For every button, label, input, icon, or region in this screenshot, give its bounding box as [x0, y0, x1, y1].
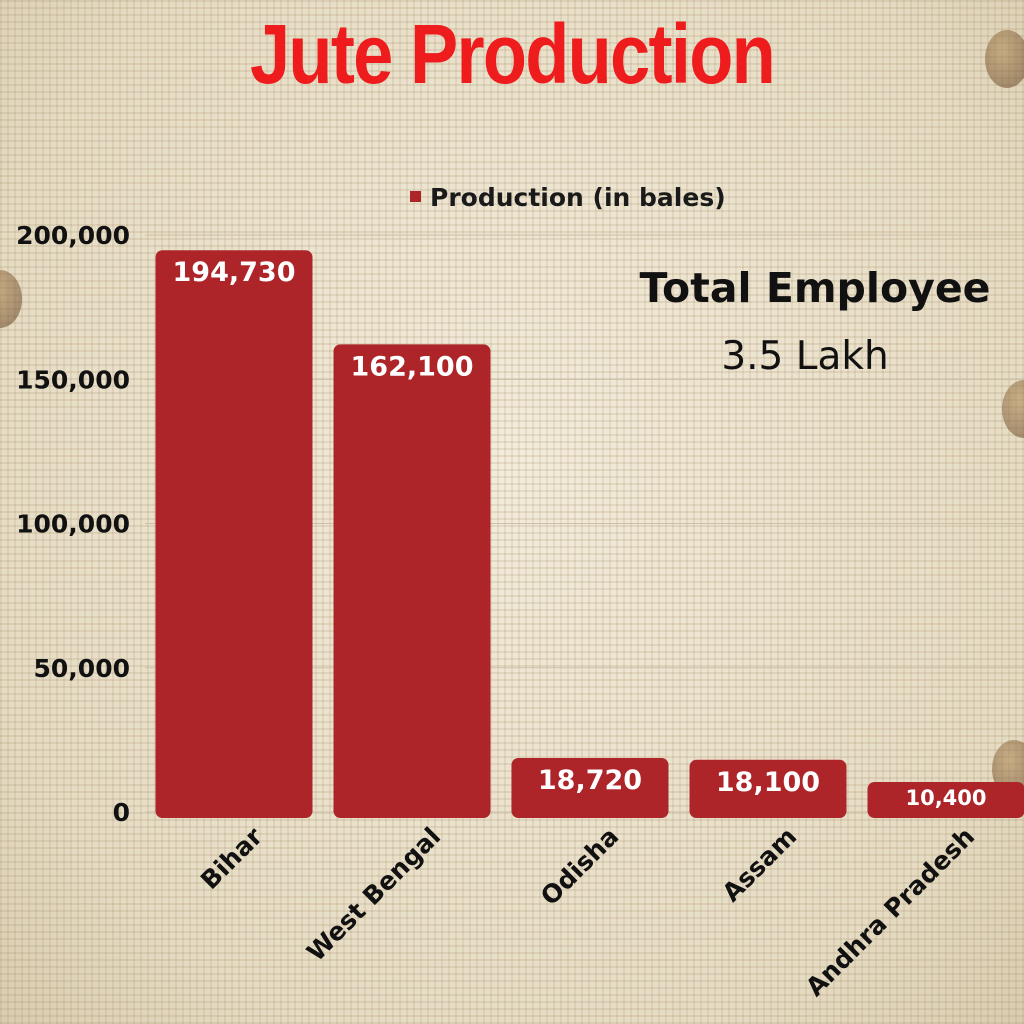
x-tick-label: Assam: [717, 822, 803, 908]
data-label: 162,100: [351, 351, 474, 382]
bars: 194,730 162,100 18,720 18,100 10,400: [155, 250, 1024, 818]
bar: [333, 344, 491, 818]
legend: Production (in bales): [410, 183, 726, 212]
chart-title: Jute Production: [249, 7, 776, 101]
annotation-value: 3.5 Lakh: [721, 334, 889, 379]
annotation-title: Total Employee: [639, 264, 991, 312]
data-label: 10,400: [905, 786, 986, 810]
bar: [689, 759, 847, 818]
y-axis: 0 50,000 100,000 150,000 200,000: [16, 221, 1024, 827]
bar-base: [155, 808, 313, 812]
bar: [155, 250, 313, 818]
y-tick-label: 150,000: [16, 365, 130, 394]
bar: [511, 757, 669, 818]
y-tick-label: 50,000: [34, 654, 130, 683]
bar-base: [689, 808, 847, 812]
bar-base: [867, 808, 1024, 812]
x-tick-label: West Bengal: [301, 822, 446, 967]
bar-base: [511, 808, 669, 812]
data-label: 18,720: [538, 765, 642, 796]
coffee-bean-decoration: [985, 30, 1024, 88]
data-label: 194,730: [173, 257, 296, 288]
bar-base: [333, 808, 491, 812]
data-label: 18,100: [716, 767, 820, 798]
legend-label: Production (in bales): [430, 183, 726, 212]
coffee-bean-decoration: [1002, 380, 1024, 438]
y-tick-label: 100,000: [16, 510, 130, 539]
coffee-bean-decoration: [0, 270, 22, 328]
x-tick-label: Bihar: [195, 821, 269, 895]
x-tick-label: Odisha: [535, 822, 624, 911]
y-tick-label: 200,000: [16, 221, 130, 250]
legend-swatch: [410, 190, 421, 202]
y-tick-label: 0: [113, 798, 130, 827]
x-tick-label: Andhra Pradesh: [800, 822, 980, 1002]
